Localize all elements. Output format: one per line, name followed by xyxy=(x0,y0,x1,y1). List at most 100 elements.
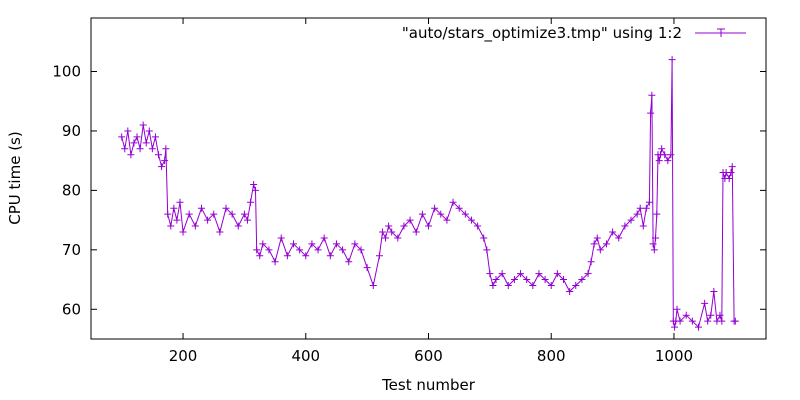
data-point xyxy=(649,240,657,248)
data-point xyxy=(437,210,445,218)
series-layer xyxy=(118,56,739,331)
data-point xyxy=(587,258,595,266)
data-point xyxy=(406,216,414,224)
data-point xyxy=(425,222,432,230)
data-point xyxy=(375,252,383,260)
data-point xyxy=(382,234,390,242)
data-point xyxy=(191,222,199,230)
x-axis: 200 400 600 800 1000 xyxy=(169,18,693,365)
data-point xyxy=(290,240,297,248)
data-point xyxy=(547,282,555,289)
data-point xyxy=(388,228,396,236)
data-point xyxy=(314,246,322,254)
data-point xyxy=(467,216,475,224)
data-point xyxy=(671,323,679,331)
data-point xyxy=(210,210,218,218)
x-axis-label: Test number xyxy=(381,376,476,394)
data-point xyxy=(357,246,365,254)
data-point xyxy=(529,282,537,289)
legend-marker xyxy=(717,28,725,37)
data-point xyxy=(676,317,684,325)
data-point xyxy=(541,276,549,284)
data-point xyxy=(400,222,408,230)
data-point xyxy=(173,216,181,224)
data-point xyxy=(234,222,242,230)
data-point xyxy=(504,282,512,289)
x-tick-label: 600 xyxy=(414,347,443,365)
data-point xyxy=(710,287,718,295)
data-point xyxy=(725,175,733,182)
data-point xyxy=(664,157,672,165)
data-point xyxy=(277,234,285,242)
data-point xyxy=(707,311,715,319)
data-point xyxy=(609,228,617,236)
data-point xyxy=(121,145,129,153)
data-point xyxy=(517,270,525,278)
data-point xyxy=(455,204,463,212)
data-point xyxy=(627,216,635,224)
data-point xyxy=(216,228,224,236)
data-point xyxy=(718,317,726,325)
data-point xyxy=(308,240,316,248)
data-point xyxy=(167,222,175,230)
data-point xyxy=(566,287,574,295)
data-point xyxy=(658,145,666,153)
data-point xyxy=(302,252,310,260)
y-tick-label: 60 xyxy=(62,300,81,318)
data-point xyxy=(351,240,359,248)
data-point xyxy=(655,157,663,165)
data-point xyxy=(728,163,736,171)
data-point xyxy=(250,180,258,188)
y-tick-label: 80 xyxy=(62,181,81,199)
data-point xyxy=(170,204,178,212)
data-point xyxy=(647,109,655,117)
data-point xyxy=(492,276,500,284)
data-point xyxy=(443,216,451,224)
data-point xyxy=(480,234,488,242)
legend-label: "auto/stars_optimize3.tmp" using 1:2 xyxy=(402,24,682,43)
data-point xyxy=(259,240,267,248)
data-point xyxy=(716,311,724,319)
data-point xyxy=(148,145,156,153)
data-point xyxy=(222,204,230,212)
data-point xyxy=(296,246,304,254)
x-tick-label: 800 xyxy=(537,347,566,365)
data-point xyxy=(243,216,251,224)
data-point xyxy=(602,240,610,248)
data-point xyxy=(578,276,586,284)
data-point xyxy=(133,133,141,141)
data-point xyxy=(633,210,641,218)
data-point xyxy=(727,169,735,177)
data-point xyxy=(648,91,656,99)
data-point xyxy=(204,216,212,224)
y-tick-label: 70 xyxy=(62,241,81,259)
series-line xyxy=(121,59,736,329)
data-point xyxy=(590,240,598,248)
data-point xyxy=(510,276,518,284)
data-point xyxy=(385,222,393,230)
data-point xyxy=(369,282,377,289)
data-point xyxy=(345,258,353,266)
data-point xyxy=(127,151,135,159)
data-point xyxy=(247,198,255,206)
data-point xyxy=(653,210,661,218)
data-point xyxy=(145,127,153,135)
data-point xyxy=(253,246,261,254)
data-point xyxy=(704,317,712,325)
data-point xyxy=(593,234,601,242)
y-axis: 60 70 80 90 100 xyxy=(52,63,766,318)
data-point xyxy=(412,228,420,236)
data-point xyxy=(251,186,259,194)
data-point xyxy=(326,252,334,260)
data-point xyxy=(489,282,497,289)
data-point xyxy=(124,127,132,135)
data-point xyxy=(621,222,629,230)
data-point xyxy=(431,204,439,212)
data-point xyxy=(731,317,739,325)
data-point xyxy=(418,210,426,218)
data-point xyxy=(645,198,653,206)
data-point xyxy=(701,299,709,307)
data-point xyxy=(197,204,205,212)
plot-frame xyxy=(90,17,767,340)
